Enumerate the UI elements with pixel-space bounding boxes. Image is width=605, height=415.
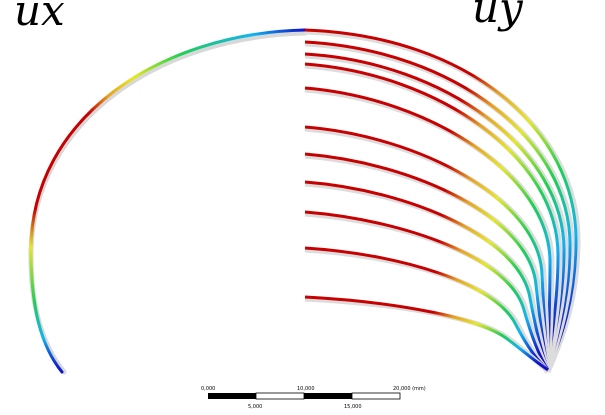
uy-arc-shadow	[304, 87, 555, 373]
uy-arc-11	[304, 295, 549, 372]
uy-arc-6	[304, 125, 550, 371]
ux-arc	[29, 28, 307, 374]
label-ux: ux	[14, 0, 65, 35]
ux-arc-group	[28, 28, 308, 375]
uy-arc-group	[304, 28, 581, 374]
scale-segment	[304, 393, 352, 399]
uy-arc-shadow	[304, 29, 581, 374]
scale-segment	[208, 393, 256, 399]
scale-tick-bottom-1: 15,000	[344, 404, 362, 410]
scale-tick-bottom-0: 5,000	[248, 404, 262, 410]
scale-segment	[255, 392, 305, 400]
uy-arc-10	[304, 246, 549, 372]
scale-tick-top-0: 0,000	[201, 386, 215, 392]
uy-arc-9	[304, 210, 550, 371]
scale-bar: 0,000 10,000 20,000 (mm) 5,000 15,000	[201, 386, 426, 410]
scale-tick-top-2: 20,000 (mm)	[393, 386, 426, 392]
label-uy: uy	[472, 0, 524, 32]
scale-tick-top-1: 10,000	[297, 386, 315, 392]
uy-arc-8	[304, 180, 550, 371]
scale-segment	[351, 392, 401, 400]
ux-arc-shadow	[28, 30, 308, 375]
